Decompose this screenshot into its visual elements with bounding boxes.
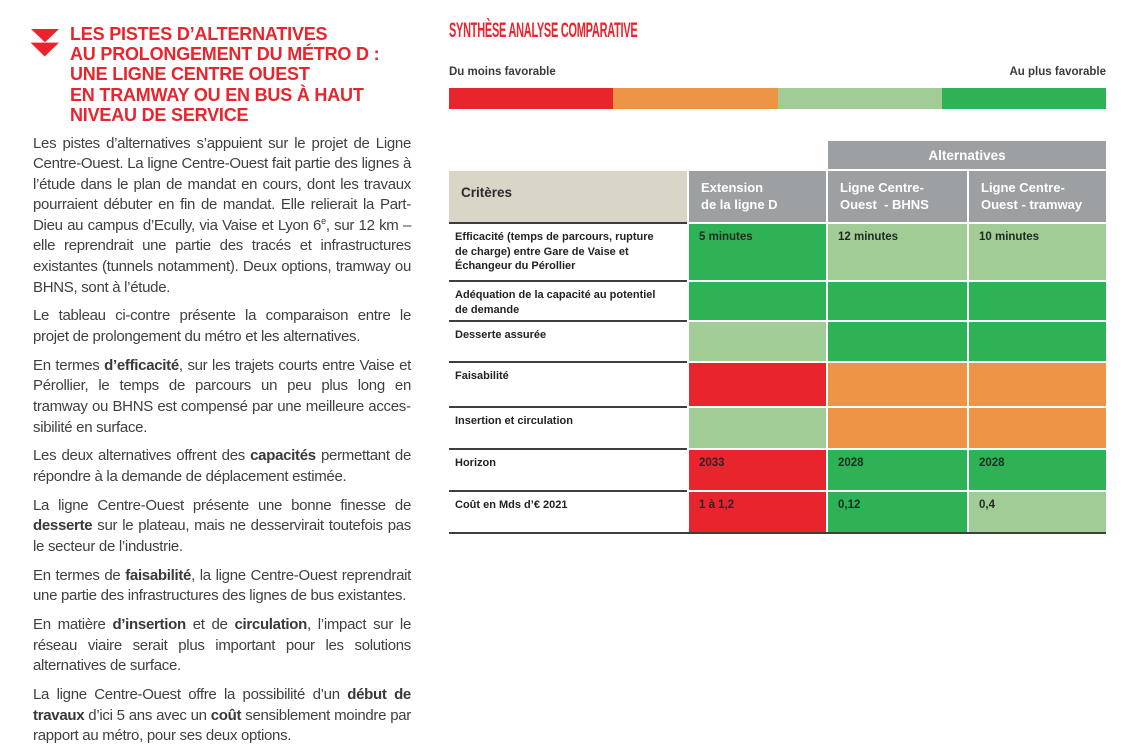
rating-cell [969,322,1106,361]
rating-cell [969,408,1106,448]
criterion-label: Horizon [449,450,687,490]
body-paragraph: En termes d’efficacité, sur les trajets … [33,356,411,438]
text-segment: et de [186,616,235,633]
rating-cell [828,282,967,320]
rating-cell [828,408,967,448]
rating-cell: 2028 [969,450,1106,490]
rating-cell: 10 minutes [969,224,1106,280]
legend-right-label: Au plus favorable [1010,66,1107,78]
text-segment: Le tableau ci-contre présente la compara… [33,307,411,345]
body-paragraph: La ligne Centre-Ouest offre la possibili… [33,685,411,747]
emphasized-text: capacités [250,447,316,464]
text-segment: En termes [33,357,104,374]
rating-cell: 12 minutes [828,224,967,280]
rating-cell [969,363,1106,406]
body-paragraph: En termes de faisabilité, la ligne Centr… [33,566,411,607]
text-segment: En matière [33,616,112,633]
text-segment: La ligne Centre-Ouest présente une bonne… [33,497,411,514]
legend-left-label: Du moins favorable [449,66,556,78]
emphasized-text: faisabilité [125,567,191,584]
rating-cell: 5 minutes [689,224,826,280]
rating-cell [689,282,826,320]
rating-cell: 2033 [689,450,826,490]
body-paragraph: Les pistes d’alternatives s’appuient sur… [33,134,411,299]
table-bottom-rule [449,532,1106,534]
rating-cell: 2028 [828,450,967,490]
text-segment: En termes de [33,567,125,584]
text-segment: d’ici 5 ans avec un [84,707,210,724]
rating-cell [969,282,1106,320]
criterion-label: Insertion et circulation [449,408,687,448]
double-arrow-down-icon [30,29,59,57]
legend-segment-favorable [778,88,942,109]
criterion-label: Desserte assurée [449,322,687,361]
body-paragraph: La ligne Centre-Ouest présente une bonne… [33,496,411,558]
criterion-label: Efficacité (temps de parcours, rupture d… [449,224,687,280]
criterion-label: Adéquation de la capacité au potentiel d… [449,282,687,320]
rating-cell [689,322,826,361]
rating-cell [828,363,967,406]
legend-labels: Du moins favorable Au plus favorable [449,66,1106,78]
table-column-header: Ligne Centre- Ouest - tramway [969,171,1106,222]
table-group-header-alternatives: Alternatives [828,141,1106,169]
article-title: LES PISTES D’ALTERNATIVES AU PROLONGEMEN… [70,24,379,125]
emphasized-text: coût [211,707,241,724]
rating-cell [689,363,826,406]
text-segment: Les deux alternatives offrent des [33,447,250,464]
table-column-header: Ligne Centre- Ouest - BHNS [828,171,967,222]
body-paragraph: Le tableau ci-contre présente la compara… [33,306,411,347]
rating-cell: 0,4 [969,492,1106,532]
legend-segment-less-favorable [613,88,777,109]
body-paragraph: Les deux alternatives offrent des capaci… [33,446,411,487]
text-segment: La ligne Centre-Ouest offre la possibili… [33,686,347,703]
arrow-triangle-top [31,29,59,42]
rating-cell: 1 à 1,2 [689,492,826,532]
emphasized-text: d’insertion [112,616,185,633]
arrow-triangle-bottom [31,42,60,56]
favorability-scale [449,88,1106,109]
emphasized-text: d’efficacité [104,357,179,374]
emphasized-text: desserte [33,517,92,534]
emphasized-text: circulation [234,616,307,633]
title-block: LES PISTES D’ALTERNATIVES AU PROLONGEMEN… [70,24,379,125]
legend-segment-most-favorable [942,88,1106,109]
article-body: Les pistes d’alternatives s’appuient sur… [33,134,411,755]
rating-cell [828,322,967,361]
criterion-label: Faisabilité [449,363,687,406]
table-column-header: Extension de la ligne D [689,171,826,222]
rating-cell [689,408,826,448]
legend-segment-least-favorable [449,88,613,109]
criterion-label: Coût en Mds d’€ 2021 [449,492,687,532]
body-paragraph: En matière d’insertion et de circulation… [33,615,411,677]
section-title: SYNTHÈSE ANALYSE COMPARATIVE [449,19,637,41]
rating-cell: 0,12 [828,492,967,532]
table-header-criteres: Critères [449,171,687,222]
